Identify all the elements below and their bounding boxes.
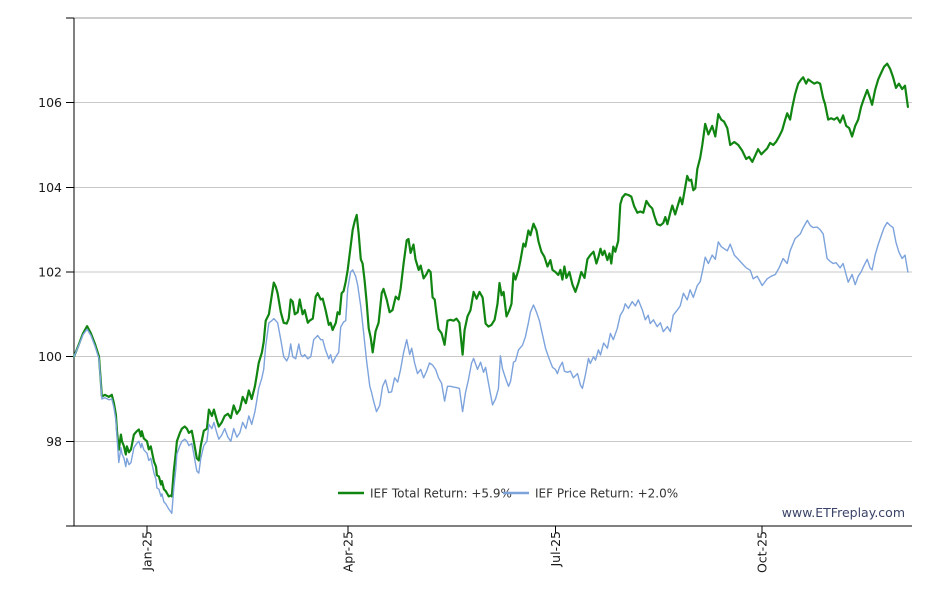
x-axis: Jan-25 Apr-25 Jul-25 Oct-25 xyxy=(66,525,912,573)
total-return-line xyxy=(72,62,910,498)
price-return-line xyxy=(73,219,909,514)
y-tick-label: 98 xyxy=(46,434,62,449)
legend-label-total-return: IEF Total Return: +5.9% xyxy=(370,487,512,501)
y-tick-label: 102 xyxy=(38,265,62,280)
x-tick-label: Jan-25 xyxy=(139,531,154,572)
etfreplay-watermark: www.ETFreplay.com xyxy=(782,505,905,520)
y-tick-label: 106 xyxy=(38,95,62,110)
y-tick-label: 100 xyxy=(38,349,62,364)
y-tick-label: 104 xyxy=(38,180,62,195)
x-tick-label: Oct-25 xyxy=(755,531,770,573)
y-gridlines xyxy=(74,102,912,442)
legend: IEF Total Return: +5.9% IEF Price Return… xyxy=(338,487,678,501)
legend-label-price-return: IEF Price Return: +2.0% xyxy=(535,487,678,501)
y-axis: 98 100 102 104 106 xyxy=(38,17,75,526)
x-tick-label: Jul-25 xyxy=(548,531,563,568)
x-tick-label: Apr-25 xyxy=(341,531,356,572)
series-lines xyxy=(72,62,910,514)
